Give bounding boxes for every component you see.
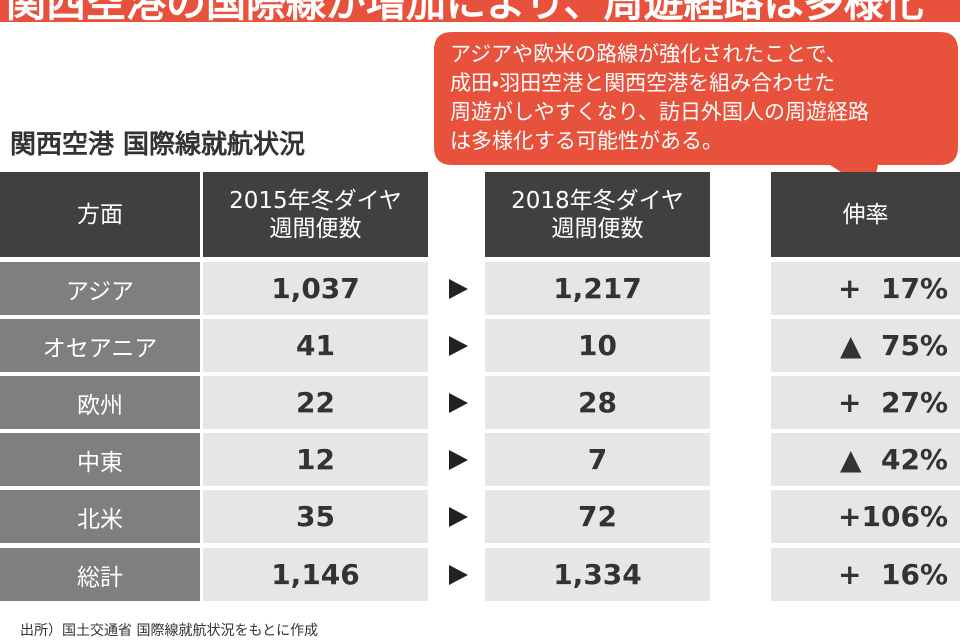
footnote: 出所）国土交通省 国際線就航状況をもとに作成 [20,623,319,639]
cell-value: + 27% [771,376,960,429]
cell-value: 72 [485,490,710,543]
row-label: 中東 [0,433,200,486]
cell-value: 28 [485,376,710,429]
cell-value: + 16% [771,548,960,601]
cell-value: 1,037 [203,262,428,315]
arrow [449,393,468,413]
callout-line: は多様化する可能性がある。 [450,129,723,153]
header-text: 方面 [77,201,123,228]
cell-value: 41 [203,319,428,372]
cell-value: +106% [771,490,960,543]
callout: アジアや欧米の路線が強化されたことで、 成田・羽田空港と関西空港を組み合わせた周遊… [450,40,869,156]
row-label: アジア [0,262,200,315]
header-text: 2018年冬ダイヤ [511,187,684,214]
arrow [449,336,468,356]
cell-value: 35 [203,490,428,543]
header-text: 伸率 [842,201,889,228]
cell-value: 1,217 [485,262,710,315]
subtitle: 関西空港 国際線就航状況 [10,130,306,160]
row-label: 総計 [0,548,200,601]
header-text: 2015年冬ダイヤ [229,187,402,214]
cell-value: 7 [485,433,710,486]
row-label: 欧州 [0,376,200,429]
header-cell: 伸率 [771,172,960,257]
arrow [449,507,468,527]
header-cell: 2018年冬ダイヤ 週間便数 [485,172,710,257]
arrow [449,279,468,299]
callout-line: アジアや欧米の路線が強化されたことで、 [450,42,847,66]
cell-value: ▲ 75% [771,319,960,372]
cell-value: 10 [485,319,710,372]
header-text: 週間便数 [269,215,362,242]
arrow [449,450,468,470]
arrow [449,565,468,585]
row-label: オセアニア [0,319,200,372]
callout-line: 周遊がしやすくなり、訪日外国人の周遊経路 [450,100,869,124]
cell-value: 1,146 [203,548,428,601]
callout-bubble [434,32,958,192]
cell-value: 22 [203,376,428,429]
cell-value: 12 [203,433,428,486]
cell-value: ▲ 42% [771,433,960,486]
header-cell: 2015年冬ダイヤ 週間便数 [203,172,428,257]
header-text: 週間便数 [551,215,644,242]
row-label: 北米 [0,490,200,543]
header-cell: 方面 [0,172,200,257]
callout-line: 成田・羽田空港と関西空港を組み合わせた [450,71,836,95]
cell-value: + 17% [771,262,960,315]
cell-value: 1,334 [485,548,710,601]
